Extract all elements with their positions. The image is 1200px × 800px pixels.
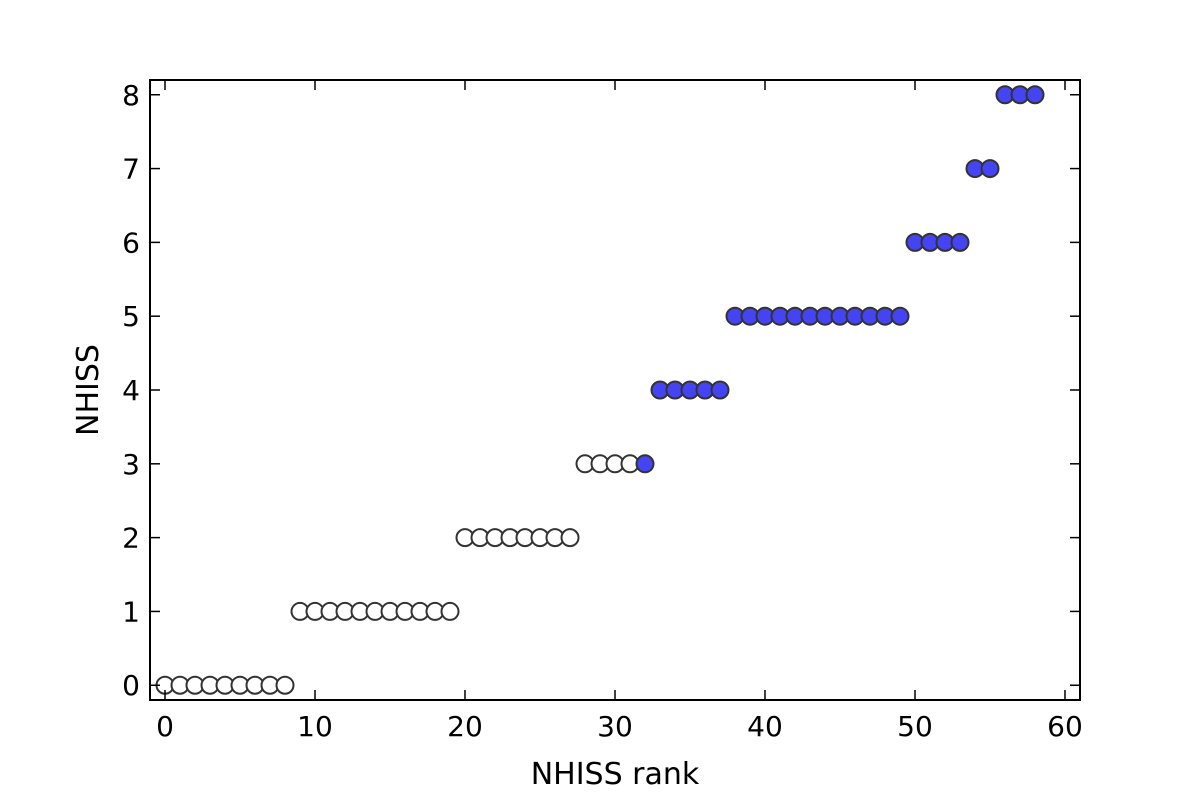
- y-tick-label: 0: [122, 669, 140, 702]
- y-tick-label: 4: [122, 374, 140, 407]
- x-tick-label: 0: [156, 710, 174, 743]
- x-tick-label: 60: [1047, 710, 1083, 743]
- plot-frame: [149, 79, 1081, 701]
- data-point-filled: [710, 380, 730, 400]
- data-point-open: [560, 528, 580, 548]
- data-point-open: [440, 601, 460, 621]
- data-points: [155, 85, 1045, 695]
- data-point-filled: [890, 306, 910, 326]
- y-tick-label: 5: [122, 300, 140, 333]
- x-tick-label: 40: [747, 710, 783, 743]
- y-axis-label: NHISS: [71, 344, 106, 436]
- x-tick-label: 50: [897, 710, 933, 743]
- data-point-filled: [950, 232, 970, 252]
- y-tick-label: 1: [122, 595, 140, 628]
- data-point-filled: [635, 454, 655, 474]
- data-point-open: [275, 675, 295, 695]
- x-axis-label: NHISS rank: [531, 757, 700, 792]
- y-tick-label: 2: [122, 522, 140, 555]
- y-tick-label: 6: [122, 226, 140, 259]
- data-point-filled: [980, 159, 1000, 179]
- x-tick-label: 30: [597, 710, 633, 743]
- tick-labels: 0 10 20 30 40 50 60 0 1 2 3 4 5 6 7 8: [122, 79, 1083, 743]
- x-tick-label: 20: [447, 710, 483, 743]
- y-tick-label: 7: [122, 153, 140, 186]
- x-tick-label: 10: [297, 710, 333, 743]
- y-tick-label: 8: [122, 79, 140, 112]
- y-tick-label: 3: [122, 448, 140, 481]
- axis-ticks: [150, 80, 1080, 700]
- data-point-filled: [1025, 85, 1045, 105]
